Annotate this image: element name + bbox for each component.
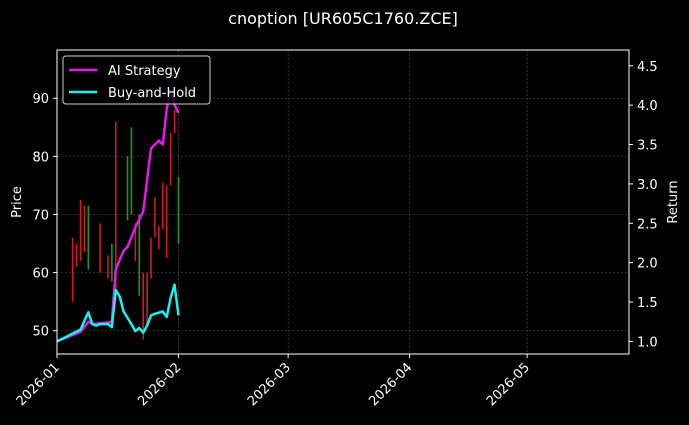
y2-tick-label: 2.0 <box>637 257 658 272</box>
right-axis-ticks: 1.0 1.5 2.0 2.5 3.0 3.5 4.0 4.5 <box>629 60 658 350</box>
legend: AI Strategy Buy-and-Hold <box>62 55 211 105</box>
candles <box>71 109 180 340</box>
y-axis-label: Price <box>10 186 25 218</box>
y2-tick-label: 4.5 <box>637 60 658 75</box>
series-line-1 <box>56 283 180 343</box>
left-axis-ticks: 50 60 70 80 90 <box>32 92 57 340</box>
y-tick-label: 50 <box>32 325 49 340</box>
series-line-0 <box>56 88 180 343</box>
legend-label: Buy-and-Hold <box>108 86 196 101</box>
y2-tick-label: 4.0 <box>637 99 658 114</box>
y-tick-label: 80 <box>32 150 49 165</box>
y-tick-label: 90 <box>32 92 49 107</box>
y-tick-label: 60 <box>32 267 49 282</box>
series-lines <box>56 88 180 343</box>
y-tick-label: 70 <box>32 208 49 223</box>
legend-box <box>62 55 211 105</box>
y2-tick-label: 1.5 <box>637 296 658 311</box>
y2-axis-label: Return <box>666 180 681 223</box>
y2-tick-label: 3.0 <box>637 178 658 193</box>
grid <box>56 50 629 354</box>
y2-tick-label: 3.5 <box>637 139 658 154</box>
y2-tick-label: 1.0 <box>637 335 658 350</box>
plot-frame <box>56 49 630 355</box>
legend-label: AI Strategy <box>108 64 181 79</box>
y2-tick-label: 2.5 <box>637 217 658 232</box>
chart-title: cnoption [UR605C1760.ZCE] <box>228 9 458 28</box>
